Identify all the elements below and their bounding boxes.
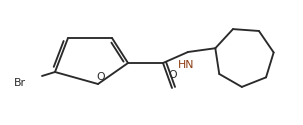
Text: Br: Br (14, 78, 26, 88)
Text: HN: HN (178, 60, 194, 70)
Text: O: O (97, 72, 105, 82)
Text: O: O (169, 70, 177, 80)
